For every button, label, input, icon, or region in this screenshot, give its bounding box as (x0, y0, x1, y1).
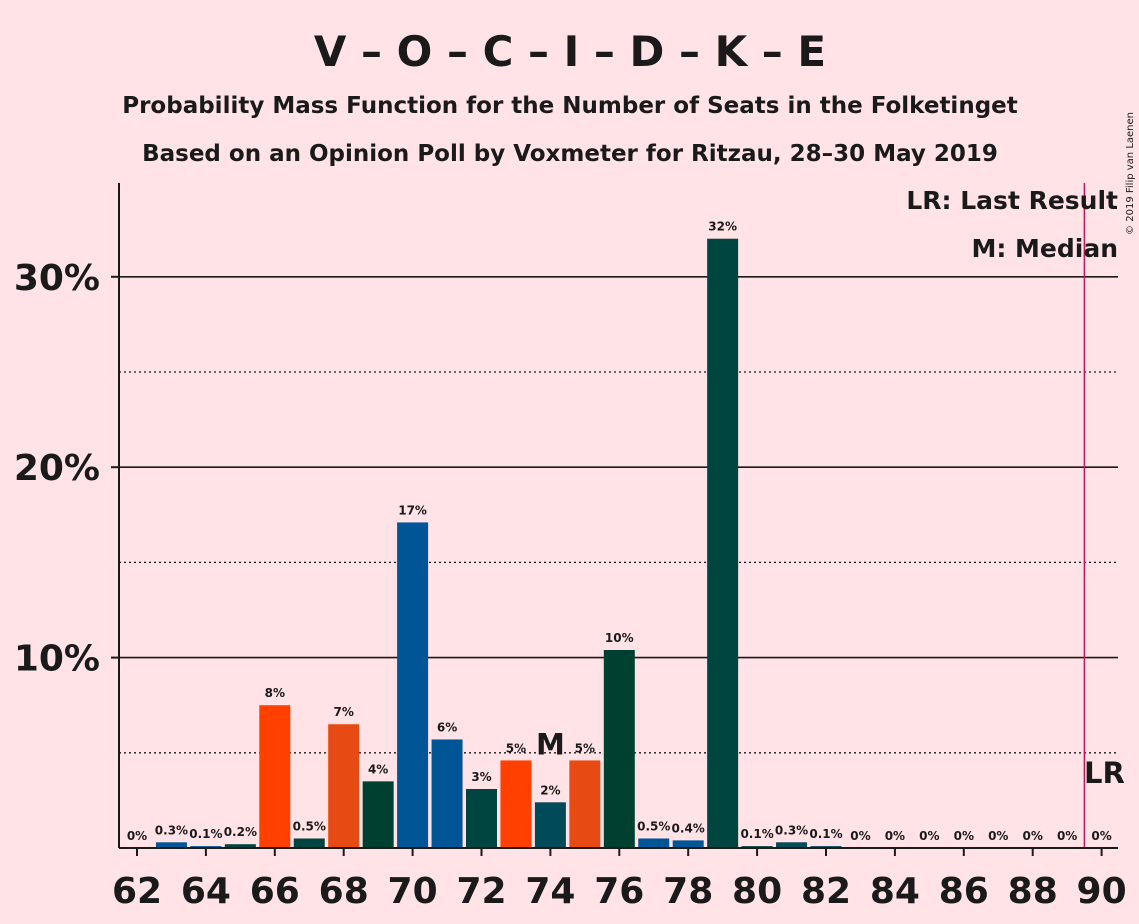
bar-65 (224, 844, 256, 848)
x-tick-label: 86 (939, 871, 989, 912)
x-tick-label: 90 (1077, 871, 1127, 912)
bar-label-83: 0% (850, 829, 870, 843)
chart-title: V – O – C – I – D – K – E (314, 27, 826, 76)
x-tick-label: 72 (456, 871, 506, 912)
x-tick-label: 80 (732, 871, 782, 912)
bar-81 (776, 842, 808, 848)
bar-label-66: 8% (265, 686, 285, 700)
bar-label-89: 0% (1057, 829, 1077, 843)
bar-label-87: 0% (988, 829, 1008, 843)
x-tick-label: 62 (112, 871, 162, 912)
bar-label-84: 0% (885, 829, 905, 843)
x-tick-label: 68 (319, 871, 369, 912)
x-tick-label: 88 (1008, 871, 1058, 912)
y-tick-label: 20% (14, 448, 100, 489)
bar-labels: 0% 0.3% 0.1% 0.2%8%0.5%7%4%17%6%3%5%2%5%10%… (127, 183, 1125, 848)
chart-subtitle-2: Based on an Opinion Poll by Voxmeter for… (142, 141, 998, 167)
chart-subtitle: Probability Mass Function for the Number… (122, 93, 1018, 119)
last-result-marker: LR (1084, 756, 1125, 790)
bar-label-71: 6% (437, 720, 457, 734)
median-marker: M (536, 727, 565, 761)
bar-label-62: 0% (127, 829, 147, 843)
bar-77 (638, 838, 670, 848)
bar-label-63: 0.3% (155, 823, 188, 837)
bar-label-82: 0.1% (809, 827, 842, 841)
bar-label-68: 7% (334, 705, 354, 719)
bar-67 (293, 838, 325, 848)
bar-66 (259, 705, 291, 848)
bar-label-90: 0% (1091, 829, 1111, 843)
bar-label-81: 0.3% (775, 823, 808, 837)
legend-last-result: LR: Last Result (906, 186, 1118, 215)
bar-label-69: 4% (368, 762, 388, 776)
bar-73 (500, 760, 532, 848)
bar-label-73: 5% (506, 741, 526, 755)
x-tick-label: 66 (250, 871, 300, 912)
x-tick-label: 64 (181, 871, 231, 912)
x-tick-label: 76 (594, 871, 644, 912)
x-tick-label: 70 (388, 871, 438, 912)
x-tick-label: 78 (663, 871, 713, 912)
bar-71 (431, 739, 463, 848)
bar-label-85: 0% (919, 829, 939, 843)
bar-79 (707, 238, 739, 849)
bar-label-74: 2% (540, 783, 560, 797)
x-tick-label: 74 (525, 871, 575, 912)
bar-label-86: 0% (954, 829, 974, 843)
x-tick-label: 82 (801, 871, 851, 912)
bar-label-76: 10% (605, 631, 634, 645)
bar-label-77: 0.5% (637, 819, 670, 833)
y-tick-label: 30% (14, 258, 100, 299)
bar-label-75: 5% (575, 741, 595, 755)
bar-75 (569, 760, 601, 848)
bar-label-64: 0.1% (189, 827, 222, 841)
bar-label-70: 17% (398, 503, 427, 517)
bar-63 (155, 842, 187, 848)
bar-72 (466, 788, 497, 848)
x-tick-label: 84 (870, 871, 920, 912)
bar-label-80: 0.1% (740, 827, 773, 841)
bars (155, 238, 842, 849)
legend-median: M: Median (971, 234, 1118, 263)
bar-68 (328, 724, 360, 848)
axes: 10% 20% 30% 62 64 66 68 70 72 74 76 78 80 82 84 86 88 90 (14, 183, 1127, 912)
bar-70 (397, 522, 429, 848)
bar-78 (672, 840, 704, 848)
bar-label-79: 32% (708, 220, 737, 234)
bar-label-88: 0% (1023, 829, 1043, 843)
bar-74 (534, 802, 566, 848)
bar-69 (362, 781, 394, 848)
y-tick-label: 10% (14, 639, 100, 680)
bar-label-78: 0.4% (672, 821, 705, 835)
bar-label-65: 0.2% (224, 825, 257, 839)
copyright-text: © 2019 Filip van Laenen (1125, 112, 1136, 235)
bar-76 (603, 649, 635, 848)
bar-label-72: 3% (471, 770, 491, 784)
bar-label-67: 0.5% (293, 819, 326, 833)
